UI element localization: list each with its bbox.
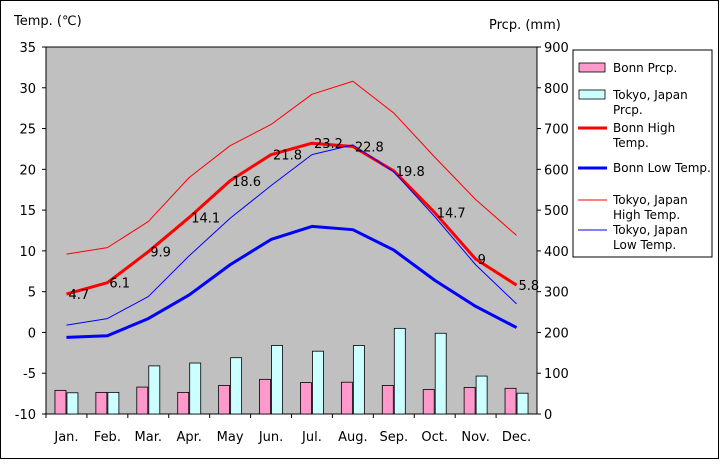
right-tick-label-3: 600	[544, 163, 569, 178]
left-tick-label-8: -5	[23, 367, 36, 382]
legend-label-0-0: Bonn Prcp.	[613, 61, 677, 75]
legend-label-4-1: High Temp.	[613, 208, 680, 222]
x-tick-label-11: Dec.	[502, 430, 531, 445]
bar-0-4	[218, 385, 231, 415]
legend-swatch-0	[578, 62, 606, 73]
right-axis-title: Prcp. (mm)	[489, 18, 561, 33]
legend-label-4-0: Tokyo, Japan	[612, 193, 688, 207]
x-tick-label-10: Nov.	[461, 430, 490, 445]
x-tick-label-4: May	[217, 430, 244, 445]
data-label-1: 6.1	[109, 277, 130, 292]
bar-1-11	[516, 392, 529, 415]
bar-0-3	[177, 391, 190, 415]
x-tick-label-8: Sep.	[379, 430, 408, 445]
right-tick-label-1: 800	[544, 82, 569, 97]
data-labels-layer: 4.7 6.1 9.9 14.1 18.6 21.8 23.2 22.8 19.8 14.7 9 5.…	[68, 137, 539, 303]
x-tick-label-2: Mar.	[135, 430, 162, 445]
left-tick-label-1: 30	[19, 82, 36, 97]
right-tick-label-2: 700	[544, 123, 569, 138]
data-label-0: 4.7	[68, 288, 89, 303]
left-tick-label-3: 20	[19, 163, 36, 178]
bar-1-10	[475, 375, 488, 415]
data-label-4: 18.6	[232, 175, 261, 190]
x-tick-label-5: Jun.	[258, 430, 283, 445]
data-label-7: 22.8	[355, 140, 384, 155]
legend-label-2-0: Bonn High	[613, 121, 675, 135]
x-tick-label-1: Feb.	[94, 430, 121, 445]
x-tick-label-9: Oct.	[421, 430, 448, 445]
bar-0-8	[381, 385, 394, 415]
bar-0-9	[422, 389, 435, 415]
data-label-11: 5.8	[519, 279, 540, 294]
line-series-3	[66, 224, 518, 339]
bar-1-0	[66, 392, 79, 415]
data-label-10: 9	[478, 253, 486, 268]
line-series-4	[66, 80, 517, 255]
data-label-2: 9.9	[150, 246, 171, 261]
bar-0-2	[136, 386, 149, 415]
legend-box	[572, 49, 713, 258]
right-tick-label-9: 0	[544, 408, 552, 423]
data-label-8: 19.8	[396, 165, 425, 180]
bar-0-1	[95, 391, 108, 415]
axes-layer: 35 30 25 20 15 10 5 0 -5 -10 900 800 700 600 500 400 300…	[15, 41, 569, 445]
data-label-3: 14.1	[191, 211, 220, 226]
right-tick-label-8: 100	[544, 367, 569, 382]
bar-1-9	[434, 332, 447, 415]
data-label-6: 23.2	[314, 137, 343, 152]
left-tick-label-0: 35	[19, 41, 36, 56]
bar-0-0	[54, 389, 67, 415]
legend-swatch-1	[578, 89, 606, 100]
left-tick-label-9: -10	[15, 408, 36, 423]
legend-label-3-0: Bonn Low Temp.	[613, 161, 711, 175]
line-series-2	[66, 141, 518, 296]
right-tick-label-7: 200	[544, 326, 569, 341]
bar-1-2	[148, 365, 161, 415]
bar-1-8	[393, 327, 406, 415]
left-tick-label-4: 15	[19, 204, 36, 219]
legend-label-2-1: Temp.	[612, 136, 649, 150]
data-label-9: 14.7	[437, 207, 466, 222]
bar-1-1	[107, 391, 120, 415]
right-tick-label-0: 900	[544, 41, 569, 56]
left-axis-title: Temp. (℃)	[13, 14, 82, 29]
left-tick-label-5: 10	[19, 245, 36, 260]
bar-0-11	[504, 387, 517, 415]
legend-label-1-1: Prcp.	[613, 103, 643, 117]
lines-layer	[66, 80, 518, 339]
bar-1-5	[271, 345, 283, 415]
x-tick-label-7: Aug.	[338, 430, 368, 445]
bar-1-3	[189, 362, 202, 415]
x-tick-label-6: Jul.	[301, 430, 322, 445]
data-label-5: 21.8	[273, 149, 302, 164]
bar-0-10	[463, 387, 476, 415]
left-tick-label-6: 5	[28, 286, 36, 301]
bar-1-6	[312, 350, 324, 415]
left-tick-label-7: 0	[28, 326, 36, 341]
bar-0-7	[340, 381, 353, 415]
right-tick-label-5: 400	[544, 245, 569, 260]
x-tick-label-3: Apr.	[176, 430, 201, 445]
bar-1-4	[230, 357, 243, 415]
right-tick-label-4: 500	[544, 204, 569, 219]
legend-label-5-0: Tokyo, Japan	[612, 223, 688, 237]
left-tick-label-2: 25	[19, 123, 36, 138]
line-series-5	[66, 144, 517, 326]
legend-label-5-1: Low Temp.	[613, 238, 676, 252]
x-tick-label-0: Jan.	[53, 430, 78, 445]
bar-1-7	[352, 345, 365, 415]
bar-0-5	[259, 378, 271, 415]
bar-0-6	[300, 382, 312, 415]
bars-layer	[54, 327, 529, 415]
plot-area	[45, 46, 538, 415]
right-tick-label-6: 300	[544, 286, 569, 301]
legend-label-1-0: Tokyo, Japan	[612, 88, 688, 102]
